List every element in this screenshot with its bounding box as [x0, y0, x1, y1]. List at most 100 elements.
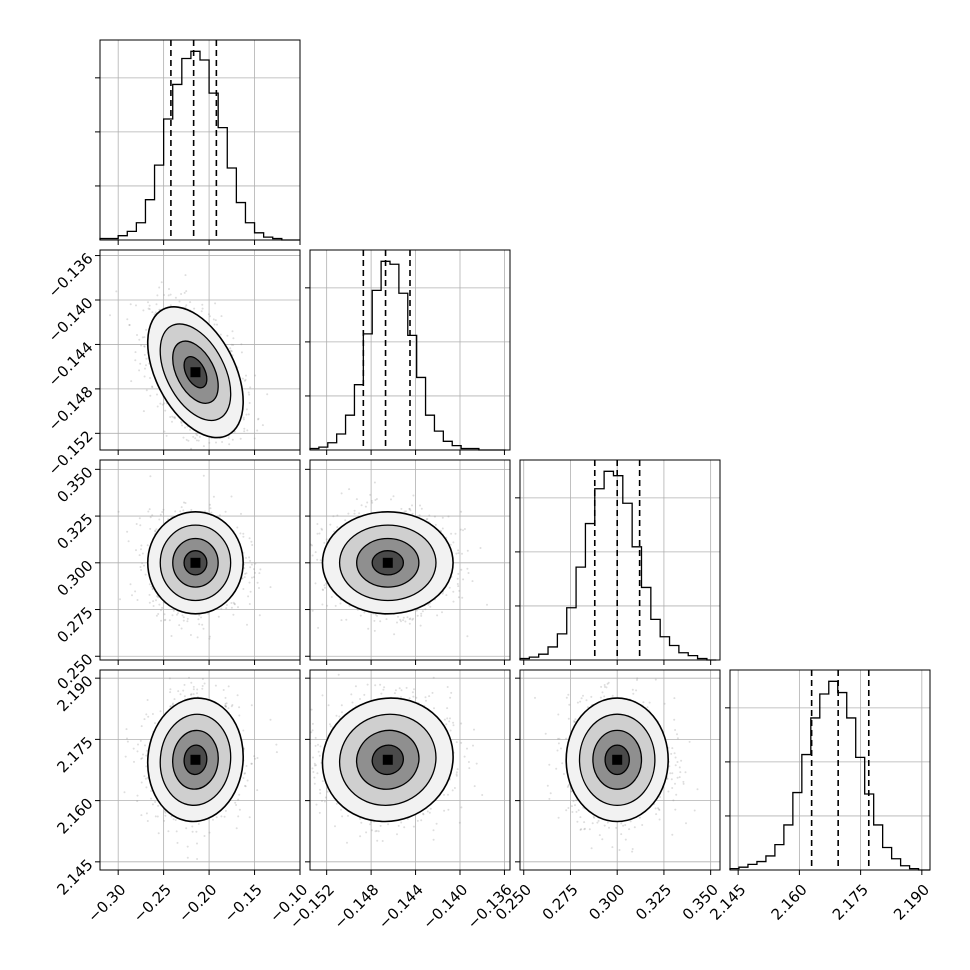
sample-point	[172, 818, 175, 821]
sample-point	[392, 495, 395, 498]
sample-point	[452, 541, 455, 544]
sample-point	[179, 510, 182, 513]
sample-point	[134, 351, 137, 354]
sample-point	[450, 532, 453, 535]
sample-point	[340, 619, 343, 622]
sample-point	[334, 604, 337, 607]
sample-point	[393, 633, 396, 636]
sample-point	[198, 435, 201, 438]
panel-frame	[309, 249, 511, 451]
sample-point	[126, 318, 129, 321]
sample-point	[197, 618, 200, 621]
sample-point	[207, 313, 210, 316]
sample-point	[231, 704, 234, 706]
sample-point	[138, 338, 141, 341]
scatter-panel-1-4	[95, 669, 301, 875]
scatter-panel-1-3	[95, 459, 301, 665]
sample-point	[243, 427, 246, 430]
sample-point	[171, 420, 173, 423]
sample-point	[144, 777, 147, 780]
sample-point	[164, 814, 167, 817]
sample-point	[390, 498, 392, 501]
sample-point	[187, 439, 190, 442]
sample-point	[231, 330, 234, 333]
sample-point	[170, 635, 173, 637]
sample-point	[369, 493, 372, 496]
sample-point	[408, 618, 411, 621]
sample-point	[441, 611, 443, 614]
sample-point	[373, 481, 376, 484]
sample-point	[209, 503, 211, 506]
sample-point	[167, 294, 170, 297]
sample-point	[143, 775, 146, 778]
sample-point	[163, 430, 166, 433]
histogram-line	[729, 680, 930, 871]
sample-point	[347, 512, 350, 515]
sample-point	[229, 347, 232, 350]
sample-point	[238, 808, 241, 811]
sample-point	[163, 402, 166, 405]
sample-point	[148, 601, 151, 604]
sample-point	[249, 559, 252, 562]
sample-point	[145, 364, 147, 367]
sample-point	[441, 516, 444, 519]
sample-point	[239, 532, 242, 535]
sample-point	[192, 693, 195, 696]
sample-point	[317, 626, 320, 629]
sample-point	[459, 528, 462, 531]
sample-point	[202, 474, 205, 477]
sample-point	[185, 290, 188, 293]
sample-point	[155, 528, 158, 531]
sample-point	[201, 678, 204, 680]
sample-point	[186, 620, 189, 623]
sample-point	[155, 599, 157, 602]
sample-point	[181, 475, 183, 477]
sample-point	[157, 804, 160, 807]
sample-point	[230, 606, 233, 609]
sample-point	[235, 827, 238, 830]
sample-point	[190, 508, 193, 511]
sample-point	[462, 578, 465, 581]
sample-point	[363, 611, 366, 614]
sample-point	[318, 532, 321, 535]
sample-point	[228, 443, 231, 446]
sample-point	[180, 506, 183, 509]
sample-point	[154, 311, 157, 314]
sample-point	[246, 779, 249, 782]
sample-point	[452, 600, 455, 603]
sample-point	[259, 568, 262, 571]
sample-point	[150, 585, 153, 588]
sample-point	[151, 311, 154, 314]
sample-point	[336, 526, 339, 529]
sample-point	[248, 581, 251, 584]
sample-point	[136, 599, 139, 601]
sample-point	[139, 566, 142, 568]
sample-point	[154, 722, 156, 725]
sample-point	[147, 510, 150, 513]
sample-point	[217, 615, 220, 618]
sample-point	[224, 704, 227, 707]
sample-point	[336, 514, 339, 517]
sample-point	[242, 729, 245, 732]
sample-point	[420, 507, 423, 510]
sample-point	[340, 492, 343, 495]
sample-point	[196, 858, 199, 860]
sample-point	[240, 351, 243, 354]
sample-point	[115, 290, 118, 293]
sample-point	[249, 590, 252, 593]
sample-point	[221, 441, 224, 443]
sample-point	[241, 577, 244, 580]
sample-point	[136, 334, 138, 336]
sample-point	[147, 307, 150, 310]
sample-point	[158, 603, 161, 606]
sample-point	[301, 584, 303, 586]
sample-point	[256, 581, 259, 584]
sample-point	[366, 501, 369, 504]
sample-point	[397, 615, 399, 618]
sample-point	[434, 523, 437, 526]
sample-point	[155, 303, 158, 306]
sample-point	[176, 613, 178, 616]
sample-point	[169, 416, 172, 418]
sample-point	[130, 380, 133, 383]
sample-point	[148, 308, 151, 311]
